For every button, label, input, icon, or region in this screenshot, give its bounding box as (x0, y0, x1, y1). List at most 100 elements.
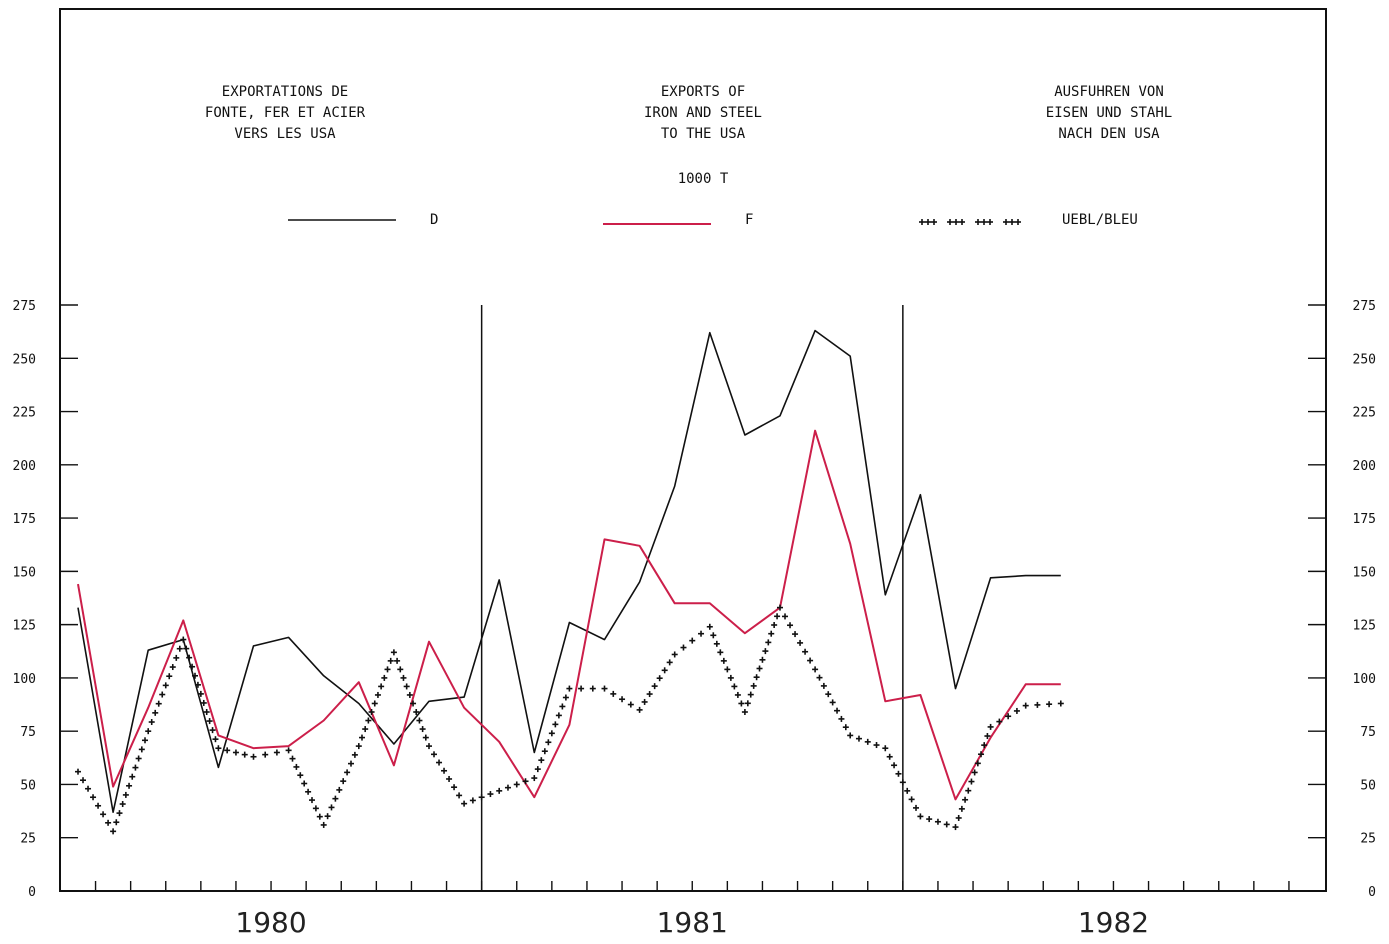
title-fr-line-2: FONTE, FER ET ACIER (205, 105, 366, 121)
title-en-line-2: IRON AND STEEL (644, 105, 762, 121)
series-uebl-bleu-point (215, 745, 222, 752)
series-uebl-bleu-trace-mark (152, 709, 159, 716)
series-uebl-bleu-trace-mark (689, 637, 696, 644)
series-uebl-bleu-trace-mark (301, 780, 308, 787)
series-uebl-bleu-trace-mark (548, 730, 555, 737)
series-uebl-bleu-trace-mark (186, 654, 193, 661)
series-uebl-bleu-trace-mark (358, 734, 365, 741)
series-uebl-bleu-trace-mark (825, 691, 832, 698)
series-uebl-bleu-trace-mark (750, 682, 757, 689)
series-uebl-bleu-trace-mark (807, 657, 814, 664)
series-uebl-bleu-trace-mark (541, 748, 548, 755)
title-de-line-3: NACH DEN USA (1058, 126, 1160, 142)
series-uebl-bleu-trace-mark (336, 786, 343, 793)
series-uebl-bleu-trace-mark (855, 735, 862, 742)
series-uebl-bleu-trace-mark (232, 749, 239, 756)
title-fr-line-1: EXPORTATIONS DE (222, 84, 348, 100)
series-uebl-bleu-trace-mark (362, 726, 369, 733)
series-uebl-bleu-trace-mark (713, 640, 720, 647)
series-uebl-bleu-trace-mark (309, 797, 315, 804)
series-uebl-bleu-trace-mark (908, 796, 915, 803)
legend-cross (959, 219, 965, 225)
y-tick-label-left: 125 (13, 619, 36, 634)
series-uebl-bleu-trace-mark (984, 733, 991, 740)
series-uebl-bleu-trace-mark (1046, 701, 1053, 708)
series-uebl-bleu-point (812, 666, 819, 673)
y-tick-label-left: 100 (13, 672, 36, 687)
y-tick-label-left: 0 (28, 885, 36, 900)
series-uebl-bleu-point (320, 821, 327, 828)
series-uebl-bleu-trace-mark (968, 778, 975, 785)
series-uebl-bleu-trace-mark (324, 813, 331, 820)
series-uebl-bleu-point (1022, 702, 1029, 709)
series-uebl-bleu-trace-mark (487, 791, 494, 798)
series-uebl-bleu-trace-mark (95, 802, 102, 809)
legend-cross (947, 219, 953, 225)
series-uebl-bleu-trace-mark (297, 772, 304, 779)
series-uebl-bleu-trace-mark (478, 794, 485, 801)
legend-cross (919, 219, 925, 225)
series-uebl-bleu-trace-mark (224, 747, 231, 754)
series-uebl-bleu-trace-mark (727, 674, 734, 681)
series-uebl-bleu-trace-mark (971, 769, 978, 776)
legend-cross (953, 219, 959, 225)
series-uebl-bleu-trace-mark (522, 778, 529, 785)
series-uebl-bleu-trace-mark (116, 810, 123, 817)
series-uebl-bleu-point (847, 732, 854, 739)
series-uebl-bleu-trace-mark (619, 696, 626, 703)
series-uebl-bleu-trace-mark (834, 707, 841, 714)
series-uebl-bleu-trace-mark (273, 749, 280, 756)
series-uebl-bleu-trace-mark (212, 736, 219, 743)
series-uebl-bleu-point (250, 753, 257, 760)
y-tick-label-right: 225 (1353, 406, 1376, 421)
series-uebl-bleu-trace-mark (717, 649, 724, 656)
series-uebl-bleu-trace-mark (926, 816, 933, 823)
series-uebl-bleu-trace-mark (734, 691, 741, 698)
series-uebl-bleu-trace-mark (162, 682, 169, 689)
series-uebl-bleu-trace-mark (1013, 707, 1020, 714)
series-uebl-bleu-trace-mark (132, 764, 139, 771)
y-tick-label-right: 150 (1353, 565, 1376, 580)
series-uebl-bleu-trace-mark (820, 682, 827, 689)
y-tick-label-right: 75 (1360, 725, 1376, 740)
series-uebl-bleu-trace-mark (864, 738, 871, 745)
title-de: AUSFUHREN VON EISEN UND STAHL NACH DEN U… (1046, 84, 1172, 142)
series-uebl-bleu-trace-mark (135, 755, 142, 762)
series-uebl-bleu-trace-mark (122, 791, 129, 798)
series-uebl-bleu-trace-mark (351, 751, 358, 758)
y-tick-label-left: 75 (20, 725, 36, 740)
series-uebl-bleu-trace-mark (374, 691, 381, 698)
series-uebl-bleu-trace-mark (262, 751, 269, 758)
series-uebl-bleu-trace-mark (958, 805, 965, 812)
series-uebl-bleu-trace-mark (698, 630, 705, 637)
legend-cross (1003, 219, 1009, 225)
series-uebl-bleu-point (496, 787, 503, 794)
series-uebl-bleu (75, 604, 1064, 835)
series-uebl-bleu-trace-mark (589, 685, 596, 692)
series-uebl-bleu-trace-mark (419, 726, 426, 733)
series-uebl-bleu-trace-mark (744, 700, 751, 707)
series-uebl-bleu-trace-mark (559, 703, 566, 710)
legend-cross (987, 219, 993, 225)
series-uebl-bleu-trace-mark (747, 691, 754, 698)
series-uebl-bleu-trace-mark (731, 683, 738, 690)
series-uebl-bleu-point (355, 743, 362, 750)
series-uebl-bleu-trace-mark (403, 683, 410, 690)
series-uebl-bleu-point (636, 706, 643, 713)
series-uebl-bleu-point (110, 828, 117, 835)
series-uebl-bleu-trace-mark (816, 674, 823, 681)
series-uebl-bleu-trace-mark (534, 766, 541, 773)
series-uebl-bleu-trace-mark (138, 746, 145, 753)
series-uebl-bleu-point (426, 743, 432, 750)
series-uebl-bleu-trace-mark (891, 762, 898, 769)
legend-swatch-bleu (919, 219, 1021, 225)
series-uebl-bleu-trace-mark (381, 674, 388, 681)
y-tick-label-right: 25 (1360, 832, 1376, 847)
series-d-line (77, 329, 1061, 814)
series-uebl-bleu-trace-mark (312, 805, 319, 812)
unit-label: 1000 T (678, 171, 729, 187)
series-uebl-bleu-trace-mark (155, 700, 162, 707)
series-uebl-bleu-trace-mark (1005, 713, 1012, 720)
series-uebl-bleu-trace-mark (641, 698, 648, 705)
